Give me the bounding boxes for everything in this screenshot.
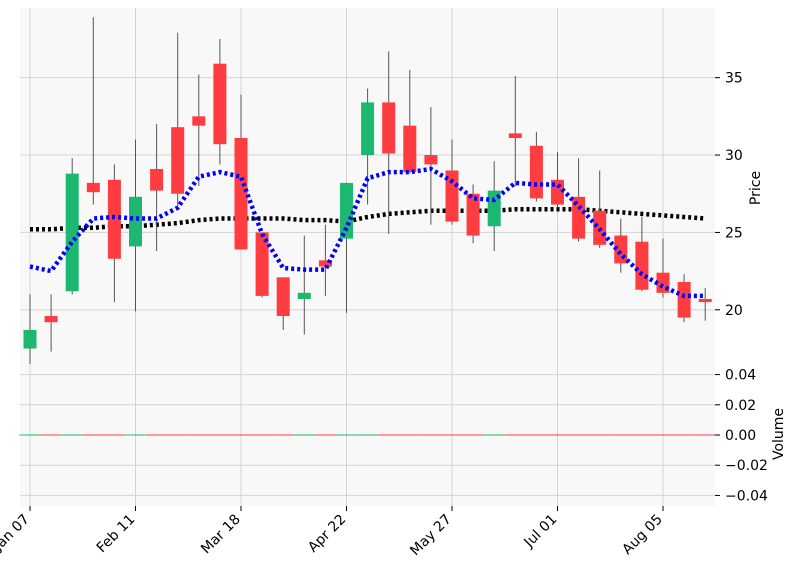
x-tick-label: Mar 18 [198,512,244,558]
candle-body-down [508,133,522,139]
candle-body-down [466,193,480,236]
volume-y-axis-label: Volume [771,408,787,460]
candle-body-down [403,125,417,173]
x-tick-label: Feb 11 [94,512,139,557]
candle-body-down [529,145,543,199]
ma-short-layer [29,166,706,299]
price-panel: 20 25 30 35 Price [20,8,764,368]
candle-body-down [593,210,607,245]
candle-body-up [487,190,501,227]
candle-body-up [23,329,37,349]
ma-long-layer [30,206,706,232]
candle-body-down [192,116,206,126]
candle-body-down [318,260,332,267]
candle-body-down [276,277,290,317]
volume-y-ticks: −0.04 −0.02 0.00 0.02 0.04 [715,368,768,504]
candle-body-down [445,170,459,222]
price-tick-label: 25 [725,225,743,241]
candle-body-down [234,138,248,250]
x-tick-label: May 27 [407,512,455,560]
volume-tick-label: 0.02 [725,398,756,414]
candle-body-down [171,127,185,194]
candle-body-down [213,63,227,145]
candle-body-up [129,196,142,247]
price-tick-label: 30 [725,148,743,164]
candle-body-down [424,155,438,165]
price-tick-label: 35 [725,71,743,87]
x-axis-ticks: Jan 07 Feb 11 Mar 18 Apr 22 May 27 Jul 01 Aug … [0,506,666,559]
candle-body-up [65,173,79,292]
candle-body-down [614,235,628,264]
x-tick-label: Aug 05 [619,512,665,558]
price-y-axis-label: Price [748,171,764,205]
candle-body-down [107,179,121,259]
candle-body-down [698,298,712,303]
x-tick-label: Apr 22 [305,512,349,556]
candle-body-down [44,316,58,323]
volume-tick-label: −0.02 [725,458,768,474]
candle-body-down [255,232,269,296]
volume-panel: −0.04 −0.02 0.00 0.02 0.04 Volume [19,364,787,506]
ma-short-line [29,166,706,299]
volume-tick-label: −0.04 [725,488,768,504]
x-tick-label: Jan 07 [0,512,33,555]
candle-body-up [297,292,311,299]
volume-tick-label: 0.04 [725,368,756,384]
volume-tick-label: 0.00 [725,428,756,444]
candle-body-down [382,102,396,154]
candle-body-down [86,182,100,193]
candle-body-up [361,102,375,156]
candle-body-down [635,241,649,290]
price-tick-label: 20 [725,303,743,319]
candle-body-down [677,281,691,318]
candle-body-down [150,168,164,191]
price-y-ticks: 20 25 30 35 [715,71,743,319]
x-tick-label: Jul 01 [521,512,561,552]
ma-long-line [30,206,706,232]
